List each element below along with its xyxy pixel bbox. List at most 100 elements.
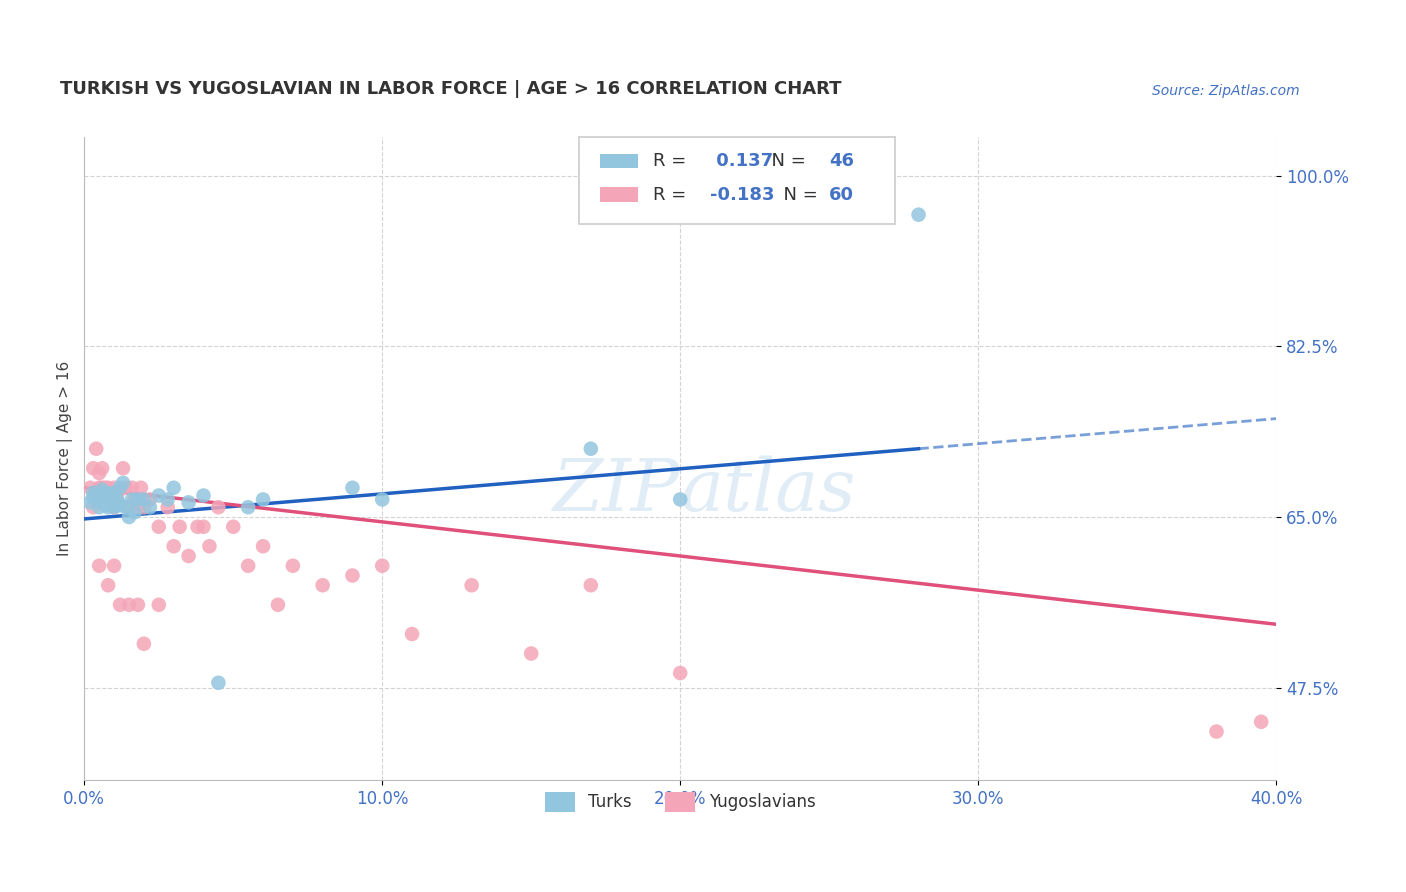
- Point: [118, 598, 141, 612]
- Point: [103, 558, 125, 573]
- Point: [94, 492, 117, 507]
- Text: N =: N =: [772, 186, 824, 203]
- Point: [177, 495, 200, 509]
- Point: [127, 598, 149, 612]
- Point: [156, 500, 179, 515]
- Point: [84, 442, 107, 456]
- Point: [89, 489, 111, 503]
- Point: [97, 489, 120, 503]
- Point: [222, 520, 245, 534]
- Point: [118, 500, 141, 515]
- Point: [311, 578, 333, 592]
- Y-axis label: In Labor Force | Age > 16: In Labor Force | Age > 16: [58, 361, 73, 556]
- Point: [193, 489, 215, 503]
- Text: 46: 46: [830, 153, 855, 170]
- Point: [97, 481, 120, 495]
- Point: [579, 442, 602, 456]
- Point: [91, 481, 114, 495]
- Point: [148, 598, 170, 612]
- Point: [163, 539, 186, 553]
- Point: [139, 500, 162, 515]
- Text: R =: R =: [652, 153, 692, 170]
- Point: [148, 520, 170, 534]
- Point: [100, 491, 122, 505]
- Point: [139, 492, 162, 507]
- Point: [97, 578, 120, 592]
- Point: [401, 627, 423, 641]
- Point: [281, 558, 304, 573]
- Point: [91, 461, 114, 475]
- Point: [84, 492, 107, 507]
- Point: [460, 578, 482, 592]
- Point: [84, 489, 107, 503]
- Point: [207, 500, 229, 515]
- Point: [111, 461, 134, 475]
- Point: [121, 481, 143, 495]
- Point: [79, 495, 101, 509]
- Point: [91, 491, 114, 505]
- Point: [129, 481, 152, 495]
- Point: [1205, 724, 1227, 739]
- Point: [193, 520, 215, 534]
- Point: [124, 492, 146, 507]
- Text: R =: R =: [652, 186, 692, 203]
- Point: [207, 675, 229, 690]
- Point: [103, 485, 125, 500]
- Point: [82, 461, 104, 475]
- Point: [108, 483, 131, 497]
- Point: [103, 481, 125, 495]
- Point: [94, 481, 117, 495]
- Point: [1250, 714, 1272, 729]
- Point: [108, 481, 131, 495]
- FancyBboxPatch shape: [600, 187, 638, 202]
- Point: [105, 492, 128, 507]
- Point: [127, 492, 149, 507]
- Point: [238, 558, 260, 573]
- Point: [94, 492, 117, 507]
- Point: [371, 558, 394, 573]
- Point: [252, 492, 274, 507]
- Point: [156, 492, 179, 507]
- Point: [103, 500, 125, 515]
- Point: [132, 492, 155, 507]
- Point: [91, 495, 114, 509]
- Point: [105, 498, 128, 512]
- Point: [267, 598, 290, 612]
- Point: [163, 481, 186, 495]
- Point: [97, 500, 120, 515]
- Point: [669, 492, 692, 507]
- Point: [89, 481, 111, 495]
- Point: [907, 208, 929, 222]
- Point: [100, 495, 122, 509]
- Point: [669, 666, 692, 681]
- Point: [89, 558, 111, 573]
- Point: [82, 485, 104, 500]
- FancyBboxPatch shape: [579, 136, 894, 224]
- Text: 60: 60: [830, 186, 855, 203]
- Point: [103, 500, 125, 515]
- Point: [111, 475, 134, 490]
- Point: [371, 492, 394, 507]
- Point: [89, 492, 111, 507]
- Point: [342, 481, 364, 495]
- Text: Source: ZipAtlas.com: Source: ZipAtlas.com: [1153, 84, 1301, 98]
- Legend: Turks, Yugoslavians: Turks, Yugoslavians: [537, 783, 824, 821]
- Point: [100, 485, 122, 500]
- Point: [108, 498, 131, 512]
- Point: [238, 500, 260, 515]
- FancyBboxPatch shape: [600, 154, 638, 169]
- Point: [115, 481, 138, 495]
- Point: [84, 489, 107, 503]
- Point: [132, 500, 155, 515]
- Point: [132, 637, 155, 651]
- Point: [79, 481, 101, 495]
- Point: [91, 483, 114, 497]
- Text: -0.183: -0.183: [710, 186, 775, 203]
- Point: [89, 500, 111, 515]
- Point: [94, 498, 117, 512]
- Point: [115, 500, 138, 515]
- Point: [103, 492, 125, 507]
- Point: [121, 492, 143, 507]
- Text: TURKISH VS YUGOSLAVIAN IN LABOR FORCE | AGE > 16 CORRELATION CHART: TURKISH VS YUGOSLAVIAN IN LABOR FORCE | …: [60, 80, 842, 98]
- Point: [127, 500, 149, 515]
